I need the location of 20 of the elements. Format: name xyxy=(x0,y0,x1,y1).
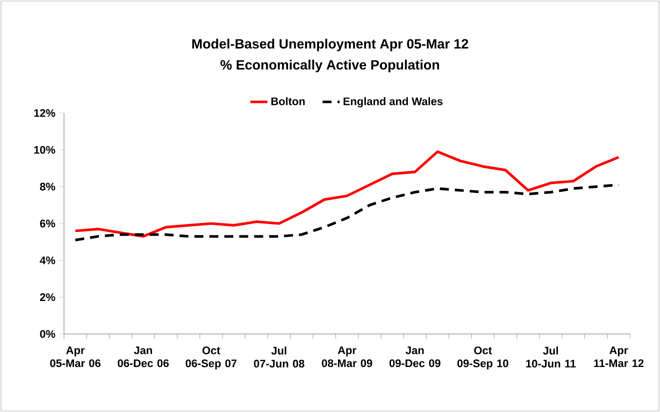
y-tick-label: 0% xyxy=(40,330,56,338)
legend-label: England and Wales xyxy=(344,97,443,108)
x-tick-label: Jul 07-Jun 08 xyxy=(254,346,304,368)
legend-label: Bolton xyxy=(271,97,305,106)
x-tick-label: Apr 05-Mar 06 xyxy=(50,346,101,368)
x-tick-label: Apr 08-Mar 09 xyxy=(322,346,372,368)
x-tick-label: Jan 09-Dec 09 xyxy=(389,346,440,368)
y-tick-label: 6% xyxy=(40,220,56,228)
chart-subtitle: % Economically Active Population xyxy=(220,60,440,72)
y-tick-label: 2% xyxy=(40,293,56,302)
x-tick-label: Apr 11-Mar 12 xyxy=(594,346,644,368)
chart-title: Model-Based Unemployment Apr 05-Mar 12 xyxy=(192,38,468,52)
y-tick-label: 10% xyxy=(34,146,56,154)
x-tick-label: Oct 06-Sep 07 xyxy=(186,346,237,370)
x-tick-label: Oct 09-Sep 10 xyxy=(457,346,508,370)
x-tick-label: Jan 06-Dec 06 xyxy=(118,346,169,368)
y-tick-label: 12% xyxy=(34,109,56,117)
x-tick-label: Jul 10-Jun 11 xyxy=(526,346,576,368)
y-tick-label: 8% xyxy=(40,182,56,191)
y-tick-label: 4% xyxy=(40,256,56,264)
